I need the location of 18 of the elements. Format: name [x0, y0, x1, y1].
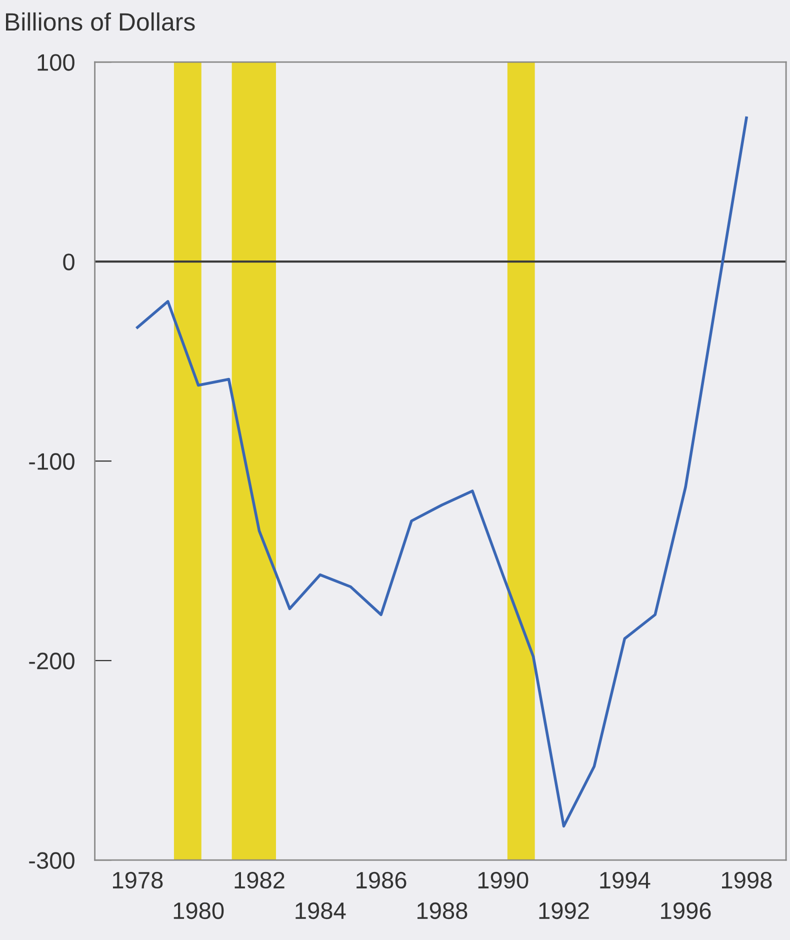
- x2-tick-label: 1996: [661, 902, 711, 920]
- y-tick-label: -100: [29, 453, 74, 470]
- line-series: [136, 116, 748, 828]
- x2-tick-label: 1992: [539, 902, 589, 920]
- x-tick-label: 1978: [112, 872, 163, 889]
- x2-tick-label: 1988: [417, 902, 468, 920]
- x2-tick-label: 1980: [174, 902, 224, 920]
- x-tick-label: 1994: [600, 872, 650, 889]
- x-tick-label: 1990: [478, 872, 528, 889]
- y-tick-label: 0: [63, 254, 74, 270]
- x2-tick-label: 1984: [296, 902, 346, 920]
- y-tick-label: 100: [38, 54, 74, 71]
- y-tick-label: -300: [29, 852, 74, 869]
- x-tick-label: 1986: [356, 872, 406, 889]
- x-tick-label: 1998: [722, 872, 772, 889]
- y-axis-title: Billions of Dollars: [6, 12, 195, 31]
- y-tick-label: -200: [29, 652, 74, 670]
- x-tick-label: 1982: [234, 872, 284, 889]
